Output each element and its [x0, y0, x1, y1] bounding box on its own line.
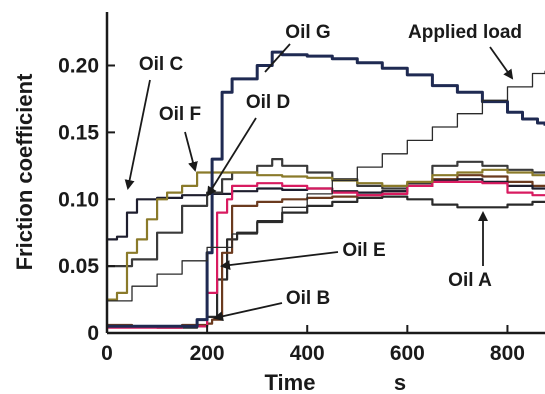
annotation-layer: Oil G Applied load Oil C Oil F Oil D Oil E Oil… [124, 22, 522, 322]
x-tick-label: 800 [490, 342, 525, 365]
y-tick-label: 0 [87, 322, 99, 345]
annotation-label: Oil F [159, 104, 201, 125]
annotation-label: Oil D [246, 92, 290, 113]
x-axis-title: Time [265, 370, 316, 394]
x-axis-unit: s [394, 370, 406, 394]
annotation-arrow [264, 43, 291, 73]
annotation-label: Oil E [342, 240, 385, 261]
x-tick-label: 200 [190, 342, 225, 365]
annotation-label: Oil G [285, 22, 330, 43]
annotation-arrow [184, 131, 198, 172]
y-tick-label: 0.15 [58, 121, 99, 144]
annotation-arrow [220, 251, 339, 271]
series-line-oil-d [107, 158, 545, 268]
annotation-label: Oil C [139, 54, 184, 75]
annotation-arrow [124, 79, 151, 190]
series-line-applied-load [107, 70, 545, 302]
ticks-layer: 0 200 400 600 800 0.05 0.10 0.15 0.20 0 [58, 55, 525, 366]
x-tick-label: 0 [101, 342, 113, 365]
y-tick-label: 0.05 [58, 255, 99, 278]
x-tick-label: 600 [390, 342, 425, 365]
y-tick-label: 0.20 [58, 55, 99, 78]
y-axis-title: Friction coefficient [12, 73, 37, 270]
annotation-label: Oil A [448, 270, 492, 291]
x-tick-label: 400 [290, 342, 325, 365]
annotation-label: Oil B [286, 288, 330, 309]
annotation-arrow [213, 302, 283, 322]
y-tick-label: 0.10 [58, 188, 99, 211]
series-line-oil-g [107, 50, 545, 328]
series-layer [107, 50, 545, 329]
series-line-oil-f [107, 168, 545, 301]
annotation-arrow [206, 117, 257, 197]
annotation-arrow [489, 46, 514, 80]
annotation-label: Applied load [408, 22, 522, 43]
